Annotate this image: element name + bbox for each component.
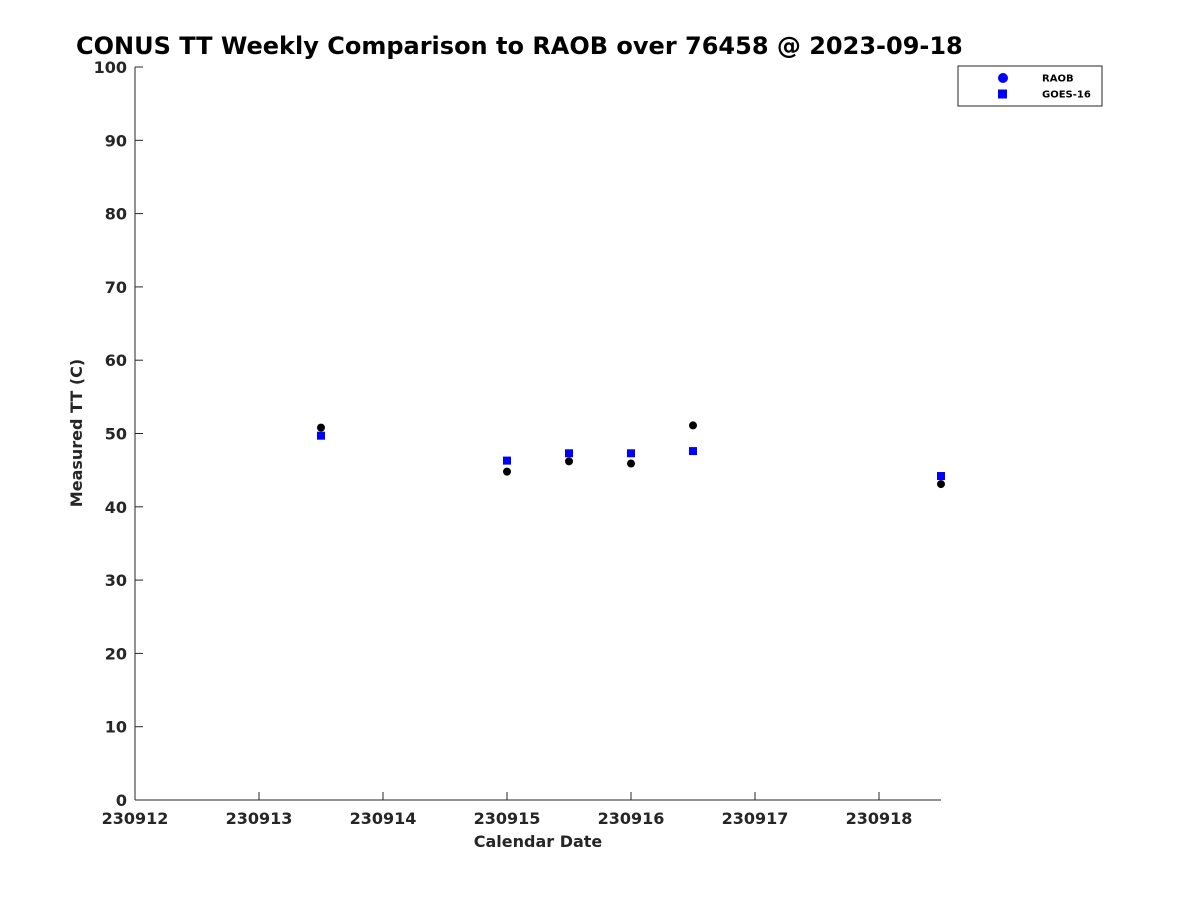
point-goes-16 [689, 447, 697, 456]
axes: 230912 230913 230914 230915 230916 230917 2309… [94, 58, 941, 828]
x-tick-label: 230917 [722, 809, 789, 828]
y-tick-label: 60 [105, 351, 127, 370]
point-goes-16 [503, 456, 511, 465]
y-tick-label: 70 [105, 278, 127, 297]
point-raob [317, 423, 325, 432]
legend-label-goes-16: GOES-16 [1042, 90, 1091, 101]
y-axis-label: Measured TT (C) [67, 359, 86, 507]
y-tick-label: 90 [105, 131, 127, 150]
legend-marker-goes-16 [998, 89, 1007, 99]
chart-title: CONUS TT Weekly Comparison to RAOB over … [76, 32, 963, 60]
y-tick-label: 80 [105, 205, 127, 224]
y-tick-label: 50 [105, 425, 127, 444]
x-tick-label: 230912 [102, 809, 169, 828]
x-axis-label: Calendar Date [474, 832, 603, 851]
y-tick-label: 40 [105, 498, 127, 517]
point-raob [627, 459, 635, 468]
point-goes-16 [317, 431, 325, 440]
x-tick-label: 230913 [226, 809, 293, 828]
data-points [317, 421, 945, 489]
point-raob [565, 457, 573, 466]
point-goes-16 [565, 449, 573, 458]
x-tick-label: 230914 [350, 809, 417, 828]
x-tick-label: 230918 [846, 809, 913, 828]
legend-label-raob: RAOB [1042, 74, 1074, 85]
y-tick-label: 20 [105, 644, 127, 663]
point-raob [503, 467, 511, 476]
y-tick-label: 30 [105, 571, 127, 590]
y-tick-label: 10 [105, 718, 127, 737]
x-tick-label: 230916 [598, 809, 665, 828]
legend: RAOB GOES-16 [957, 65, 1103, 107]
y-tick-label: 0 [116, 791, 127, 810]
legend-box [957, 65, 1103, 107]
point-goes-16 [627, 449, 635, 458]
x-tick-label: 230915 [474, 809, 541, 828]
point-raob [689, 421, 697, 430]
legend-marker-raob [998, 73, 1008, 83]
y-tick-label: 100 [94, 58, 127, 77]
point-goes-16 [937, 472, 945, 481]
point-raob [937, 480, 945, 489]
